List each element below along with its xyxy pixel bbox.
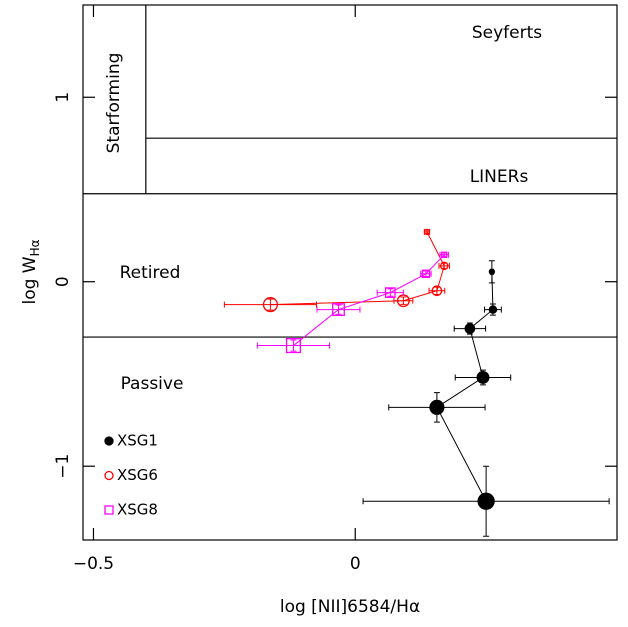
point: [332, 303, 345, 317]
y-error-bar: [400, 296, 407, 305]
y-axis-label: log WHα: [20, 239, 42, 304]
point: [488, 268, 496, 275]
y-tick-label: −1: [53, 454, 73, 479]
point: [476, 371, 490, 384]
legend-marker: [104, 505, 114, 515]
point: [477, 492, 495, 510]
point: [439, 261, 449, 271]
y-error-bar: [335, 304, 342, 315]
y-error-bar: [387, 288, 394, 297]
region-label: Passive: [121, 374, 184, 394]
point: [423, 228, 431, 236]
x-axis-label: log [NII]6584/Hα: [280, 597, 420, 617]
y-error-bar: [267, 298, 274, 311]
x-tick-label: 0: [350, 554, 361, 574]
point: [421, 269, 431, 279]
region-label: LINERs: [470, 167, 529, 187]
region-label: Starforming: [104, 53, 124, 154]
y-error-bar: [422, 270, 429, 278]
connector-line: [293, 254, 445, 346]
point: [262, 297, 278, 313]
point: [441, 251, 448, 258]
x-tick-label: −0.5: [73, 554, 114, 574]
point: [429, 399, 445, 415]
y-axis-label-sub: Hα: [28, 239, 42, 256]
legend-marker: [104, 470, 114, 481]
y-tick-label: 1: [53, 92, 73, 103]
y-error-bar: [433, 286, 440, 295]
y-axis-label-main: log W: [20, 256, 40, 304]
plot-frame: [82, 4, 618, 541]
region-label: Seyferts: [472, 23, 542, 43]
y-tick-label: 0: [53, 276, 73, 287]
legend-label: XSG8: [117, 501, 158, 519]
y-error-bar: [290, 339, 297, 352]
connector-line: [436, 271, 494, 502]
point: [384, 287, 396, 298]
legend-marker: [104, 436, 114, 446]
region-label: Retired: [120, 263, 181, 283]
legend-label: XSG6: [117, 466, 158, 484]
point: [464, 323, 476, 334]
point: [431, 285, 443, 297]
connector-line: [270, 231, 445, 306]
point: [285, 338, 302, 354]
point: [488, 305, 498, 314]
legend-label: XSG1: [117, 432, 158, 450]
